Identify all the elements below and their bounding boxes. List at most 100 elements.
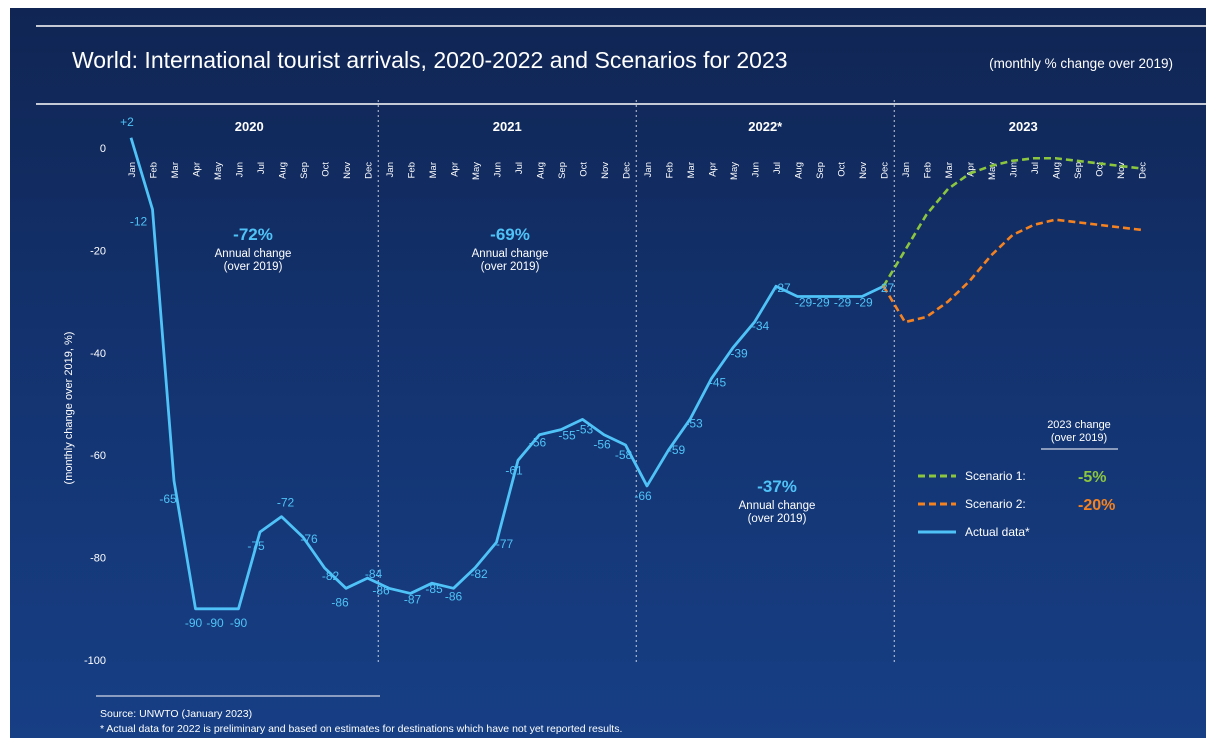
year-headers: 2020 2021 2022* 2023	[235, 119, 1038, 134]
data-label: -85	[425, 582, 443, 596]
y-tick-label: -100	[84, 655, 106, 667]
annual-change-label: Annual change	[472, 248, 549, 260]
data-label: -29	[812, 295, 830, 309]
annual-change-annotations: -72%Annual change(over 2019)-69%Annual c…	[215, 225, 816, 525]
month-label: Dec	[364, 162, 375, 179]
month-label: Mar	[170, 162, 181, 178]
legend-label: Scenario 1:	[965, 469, 1026, 483]
month-label: May	[729, 162, 740, 180]
data-label: -90	[185, 616, 203, 630]
scenario-1-line	[882, 156, 1142, 287]
data-label: -86	[372, 583, 390, 597]
data-label: -56	[593, 438, 611, 452]
series-lines	[129, 137, 1142, 611]
month-label: Sep	[815, 162, 826, 179]
chart-frame: World: International tourist arrivals, 2…	[10, 8, 1206, 738]
legend-value: -5%	[1078, 469, 1106, 486]
actual-data-line	[129, 137, 885, 611]
data-labels: +2-12-65-90 -90 -90-75-72-76-82-86-84-86-8…	[120, 115, 894, 630]
month-label: Oct	[579, 162, 590, 177]
month-label: May	[471, 162, 482, 180]
month-label: Feb	[149, 162, 160, 178]
month-label: Feb	[923, 162, 934, 178]
month-label: Mar	[428, 162, 439, 178]
data-label: -84	[365, 567, 383, 581]
year-header: 2020	[235, 119, 264, 134]
month-label: Dec	[880, 162, 891, 179]
month-label: Oct	[321, 162, 332, 177]
month-label: Jan	[901, 162, 912, 177]
legend: 2023 change (over 2019) Scenario 1: -5% Sc…	[918, 419, 1118, 539]
year-header: 2021	[493, 119, 522, 134]
month-label: Oct	[1095, 162, 1106, 177]
data-label: -72	[277, 496, 295, 510]
y-tick-label: -60	[90, 450, 106, 462]
data-label: +2	[120, 115, 134, 129]
data-label: -66	[634, 489, 652, 503]
data-label: -29	[834, 295, 852, 309]
month-label: Nov	[1116, 162, 1127, 179]
data-label: -45	[709, 375, 727, 389]
data-label: -39	[730, 347, 748, 361]
month-label: Jul	[1030, 162, 1041, 174]
data-label: -29	[795, 295, 813, 309]
data-label: -86	[331, 595, 349, 609]
annual-change-sublabel: (over 2019)	[224, 261, 283, 273]
month-labels: Jan Feb Mar Apr May Jun Jul Aug Sep Oct Nov Dec Jan F…	[127, 162, 1149, 180]
y-axis-ticks: 0 -20 -40 -60 -80 -100	[84, 143, 106, 667]
month-label: Aug	[536, 162, 547, 179]
month-label: May	[987, 162, 998, 180]
data-label: -90	[206, 616, 224, 630]
legend-label: Scenario 2:	[965, 497, 1026, 511]
annual-change-value: -69%	[490, 225, 530, 244]
month-label: Jan	[643, 162, 654, 177]
month-label: Sep	[299, 162, 310, 179]
month-label: Nov	[858, 162, 869, 179]
month-label: Sep	[1073, 162, 1084, 179]
y-tick-label: -20	[90, 245, 106, 257]
data-label: -59	[668, 443, 686, 457]
month-label: Aug	[278, 162, 289, 179]
legend-header-line1: 2023 change	[1047, 419, 1111, 431]
month-label: Sep	[557, 162, 568, 179]
month-label: Feb	[665, 162, 676, 178]
month-label: Jul	[256, 162, 267, 174]
month-label: Nov	[600, 162, 611, 179]
month-label: Dec	[622, 162, 633, 179]
month-label: Nov	[342, 162, 353, 179]
month-label: Mar	[686, 162, 697, 178]
tourist-arrivals-chart: World: International tourist arrivals, 2…	[36, 25, 1206, 735]
y-tick-label: -80	[90, 553, 106, 565]
data-label: -34	[752, 319, 770, 333]
month-label: Jul	[514, 162, 525, 174]
chart-subtitle: (monthly % change over 2019)	[989, 56, 1173, 71]
month-label: Dec	[1138, 162, 1149, 179]
data-label: -77	[496, 537, 514, 551]
month-label: Aug	[794, 162, 805, 179]
data-label: -58	[615, 448, 633, 462]
annual-change-label: Annual change	[739, 500, 816, 512]
month-label: Apr	[708, 162, 719, 177]
legend-header-line2: (over 2019)	[1051, 432, 1107, 444]
data-label: -61	[505, 463, 523, 477]
y-axis-label: (monthly change over 2019, %)	[63, 332, 75, 485]
source-note: Source: UNWTO (January 2023)	[100, 708, 252, 720]
month-label: Jan	[385, 162, 396, 177]
month-label: Mar	[944, 162, 955, 178]
month-label: Apr	[192, 162, 203, 177]
data-label: -55	[558, 429, 576, 443]
data-label: -53	[685, 416, 703, 430]
month-label: Apr	[450, 162, 461, 177]
month-label: Apr	[966, 162, 977, 177]
month-label: Jun	[751, 162, 762, 177]
annual-change-value: -72%	[233, 225, 273, 244]
data-label: -12	[130, 214, 148, 228]
month-label: Jan	[127, 162, 138, 177]
data-label: -82	[470, 567, 488, 581]
annual-change-label: Annual change	[215, 248, 292, 260]
year-header: 2022*	[748, 119, 783, 134]
year-header: 2023	[1009, 119, 1038, 134]
month-label: Aug	[1052, 162, 1063, 179]
scenario-2-line	[882, 218, 1142, 324]
data-label: -27	[877, 281, 895, 295]
